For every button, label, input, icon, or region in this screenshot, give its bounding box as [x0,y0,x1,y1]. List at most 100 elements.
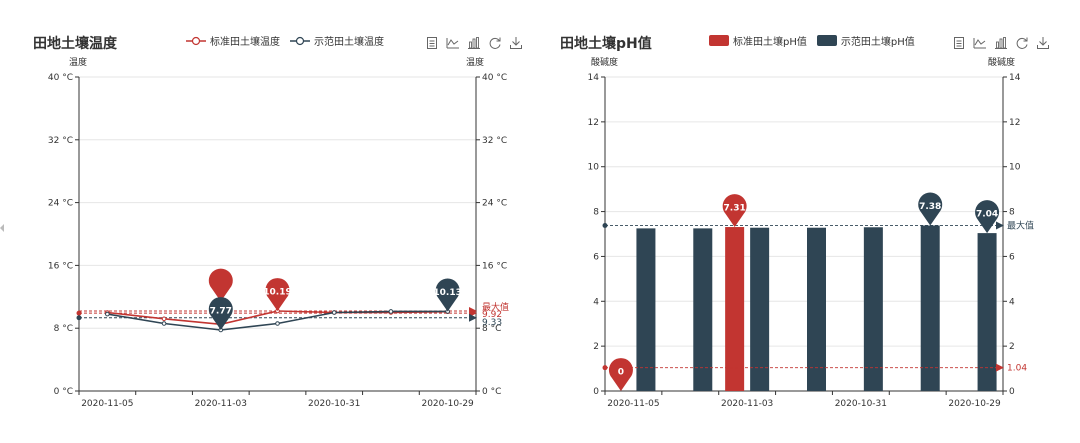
y-tick-label-right: 16 °C [482,261,507,271]
save-image-icon[interactable] [509,36,523,50]
bar-chart-icon[interactable] [467,36,481,50]
series-line[interactable] [107,310,448,331]
y-tick-label-left: 10 [588,163,600,173]
x-tick-label: 2020-11-05 [81,399,133,409]
bar[interactable] [920,225,940,391]
mark-point-label: 7.04 [976,210,998,220]
mark-point-label: 0 [618,368,624,378]
mark-line-max-label: 最大值 [482,301,509,313]
bar[interactable] [750,227,770,391]
x-tick-label: 2020-11-03 [195,399,247,409]
y-tick-label-left: 8 [593,208,599,218]
line-legend-icon [290,36,310,45]
scroll-left-icon[interactable] [0,224,4,232]
bar-legend-icon [709,35,729,46]
mark-line-start [76,310,82,316]
temperature-line-chart: 0 °C 0 °C 8 °C 8 °C 16 °C 16 °C 24 °C 24 °C 32 °… [48,73,509,409]
x-tick-label: 2020-11-03 [721,399,773,409]
toolbox [425,36,523,50]
legend-item-demo[interactable]: 示范田土壤温度 [290,33,384,48]
y-tick-label-right: 8 °C [482,324,501,334]
bar[interactable] [725,227,745,391]
mark-point-pin [208,268,233,302]
bar[interactable] [807,227,826,391]
mark-line-arrow [996,363,1004,372]
bar[interactable] [636,228,656,391]
x-tick-label: 2020-11-05 [607,399,659,409]
mark-point-pin [918,192,943,226]
y-tick-label-right: 6 [1009,252,1015,262]
y-tick-label-left: 4 [593,297,599,307]
y-tick-label-left: 14 [588,73,600,83]
mark-point-pin [722,194,747,228]
legend-label: 示范田土壤温度 [314,37,384,48]
data-point[interactable] [105,311,110,317]
y-tick-label-left: 0 [593,387,599,397]
line-chart-icon[interactable] [446,36,460,50]
y-axis-name-left: 酸碱度 [591,58,619,68]
y-tick-label-right: 32 °C [482,136,507,146]
y-tick-label-right: 2 [1009,342,1015,352]
mark-line-avg-label: 9.92 [482,310,502,320]
x-tick-label: 2020-10-29 [421,399,474,409]
y-tick-label-right: 40 °C [482,73,507,83]
mark-point-pin [435,278,460,312]
legend-item-standard[interactable]: 标准田土壤温度 [186,33,280,48]
ph-bar-chart: 0 0 2 2 4 4 6 6 8 8 10 10 12 12 14 14 2020-11-05 2020-11-… [588,73,1034,409]
y-tick-label-right: 14 [1009,73,1021,83]
mark-line-avg-label: 1.04 [1007,364,1027,374]
bar[interactable] [977,233,997,391]
y-tick-label-right: 12 [1009,118,1020,128]
temperature-panel: 田地土壤温度 标准田土壤温度 示范田土壤温度 温度 温度 0 °C 0 °C 8 °… [33,33,523,409]
y-tick-label-left: 6 [593,252,599,262]
y-tick-label-left: 16 °C [48,261,73,271]
y-tick-label-right: 10 [1009,163,1021,173]
mark-line-arrow [996,221,1004,230]
legend-item-demo[interactable]: 示范田土壤pH值 [816,33,915,48]
y-axis-name-right: 温度 [466,58,485,68]
x-tick-label: 2020-10-29 [948,399,1001,409]
y-tick-label-right: 4 [1009,297,1015,307]
y-tick-label-right: 24 °C [482,199,507,209]
mark-point-pin [208,297,233,331]
y-tick-label-left: 8 °C [54,324,73,334]
mark-line-start [602,365,608,371]
restore-icon[interactable] [488,36,502,50]
mark-point-label: 10.13 [433,288,461,298]
bar[interactable] [693,228,713,391]
legend: 标准田土壤pH值 示范田土壤pH值 [709,33,925,48]
data-point[interactable] [331,310,337,315]
data-view-icon[interactable] [952,36,966,50]
data-point[interactable] [161,321,167,326]
chart-title: 田地土壤温度 [33,36,117,52]
data-view-icon[interactable] [425,36,439,50]
y-tick-label-right: 0 °C [482,387,501,397]
legend-item-standard[interactable]: 标准田土壤pH值 [709,33,807,48]
mark-point-label: 7.31 [724,204,746,214]
data-point[interactable] [388,309,394,314]
legend: 标准田土壤温度 示范田土壤温度 [186,33,394,48]
bar[interactable] [863,227,883,391]
mark-line-arrow [469,313,477,322]
mark-line-start [602,222,608,228]
legend-label: 示范田土壤pH值 [840,37,915,48]
data-point[interactable] [275,321,280,326]
legend-label: 标准田土壤pH值 [733,37,807,48]
chart-title: 田地土壤pH值 [560,36,652,52]
mark-line-max-label: 最大值 [1007,219,1034,231]
mark-point-pin [265,278,290,312]
mark-point-pin [975,200,1000,234]
y-tick-label-left: 0 °C [54,387,73,397]
mark-line-avg-label: 9.33 [482,318,502,328]
data-point[interactable] [161,316,167,322]
mark-point-label: 10.19 [263,288,291,298]
y-tick-label-left: 40 °C [48,73,73,83]
ph-panel: 田地土壤pH值 标准田土壤pH值 示范田土壤pH值 酸碱度 酸碱度 0 0 2 2 4 4… [540,0,1080,443]
line-chart-icon[interactable] [973,36,987,50]
save-image-icon[interactable] [1036,36,1050,50]
restore-icon[interactable] [1015,36,1029,50]
y-tick-label-left: 24 °C [48,199,73,209]
x-tick-label: 2020-10-31 [835,399,887,409]
bar-chart-icon[interactable] [994,36,1008,50]
y-tick-label-left: 12 [588,118,599,128]
